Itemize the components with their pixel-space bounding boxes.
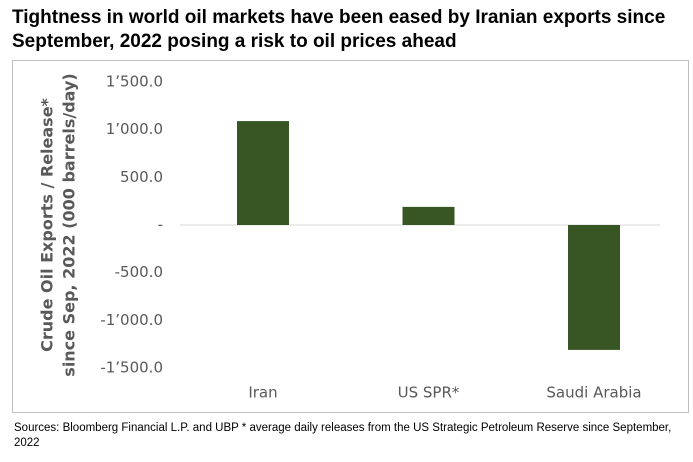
y-axis-label: Crude Oil Exports / Release* [38, 97, 57, 351]
bar [568, 225, 620, 350]
x-tick-label: Saudi Arabia [546, 384, 641, 402]
chart-title: Tightness in world oil markets have been… [12, 7, 666, 52]
chart-frame [12, 60, 689, 413]
y-tick-label: - [158, 216, 163, 234]
y-tick-label: -500.0 [115, 263, 163, 281]
y-tick-label: -1’500.0 [100, 359, 163, 377]
source-note: Sources: Bloomberg Financial L.P. and UB… [14, 422, 672, 449]
bar [402, 206, 455, 225]
y-tick-label: 1’000.0 [106, 120, 163, 138]
y-axis-label: since Sep, 2022 (000 barrels/day) [60, 73, 79, 376]
y-tick-label: 500.0 [120, 168, 163, 186]
x-tick-label: US SPR* [398, 384, 460, 402]
x-tick-label: Iran [248, 384, 277, 402]
y-tick-label: 1’500.0 [106, 73, 163, 91]
bar [237, 121, 289, 225]
y-tick-label: -1’000.0 [100, 311, 163, 329]
